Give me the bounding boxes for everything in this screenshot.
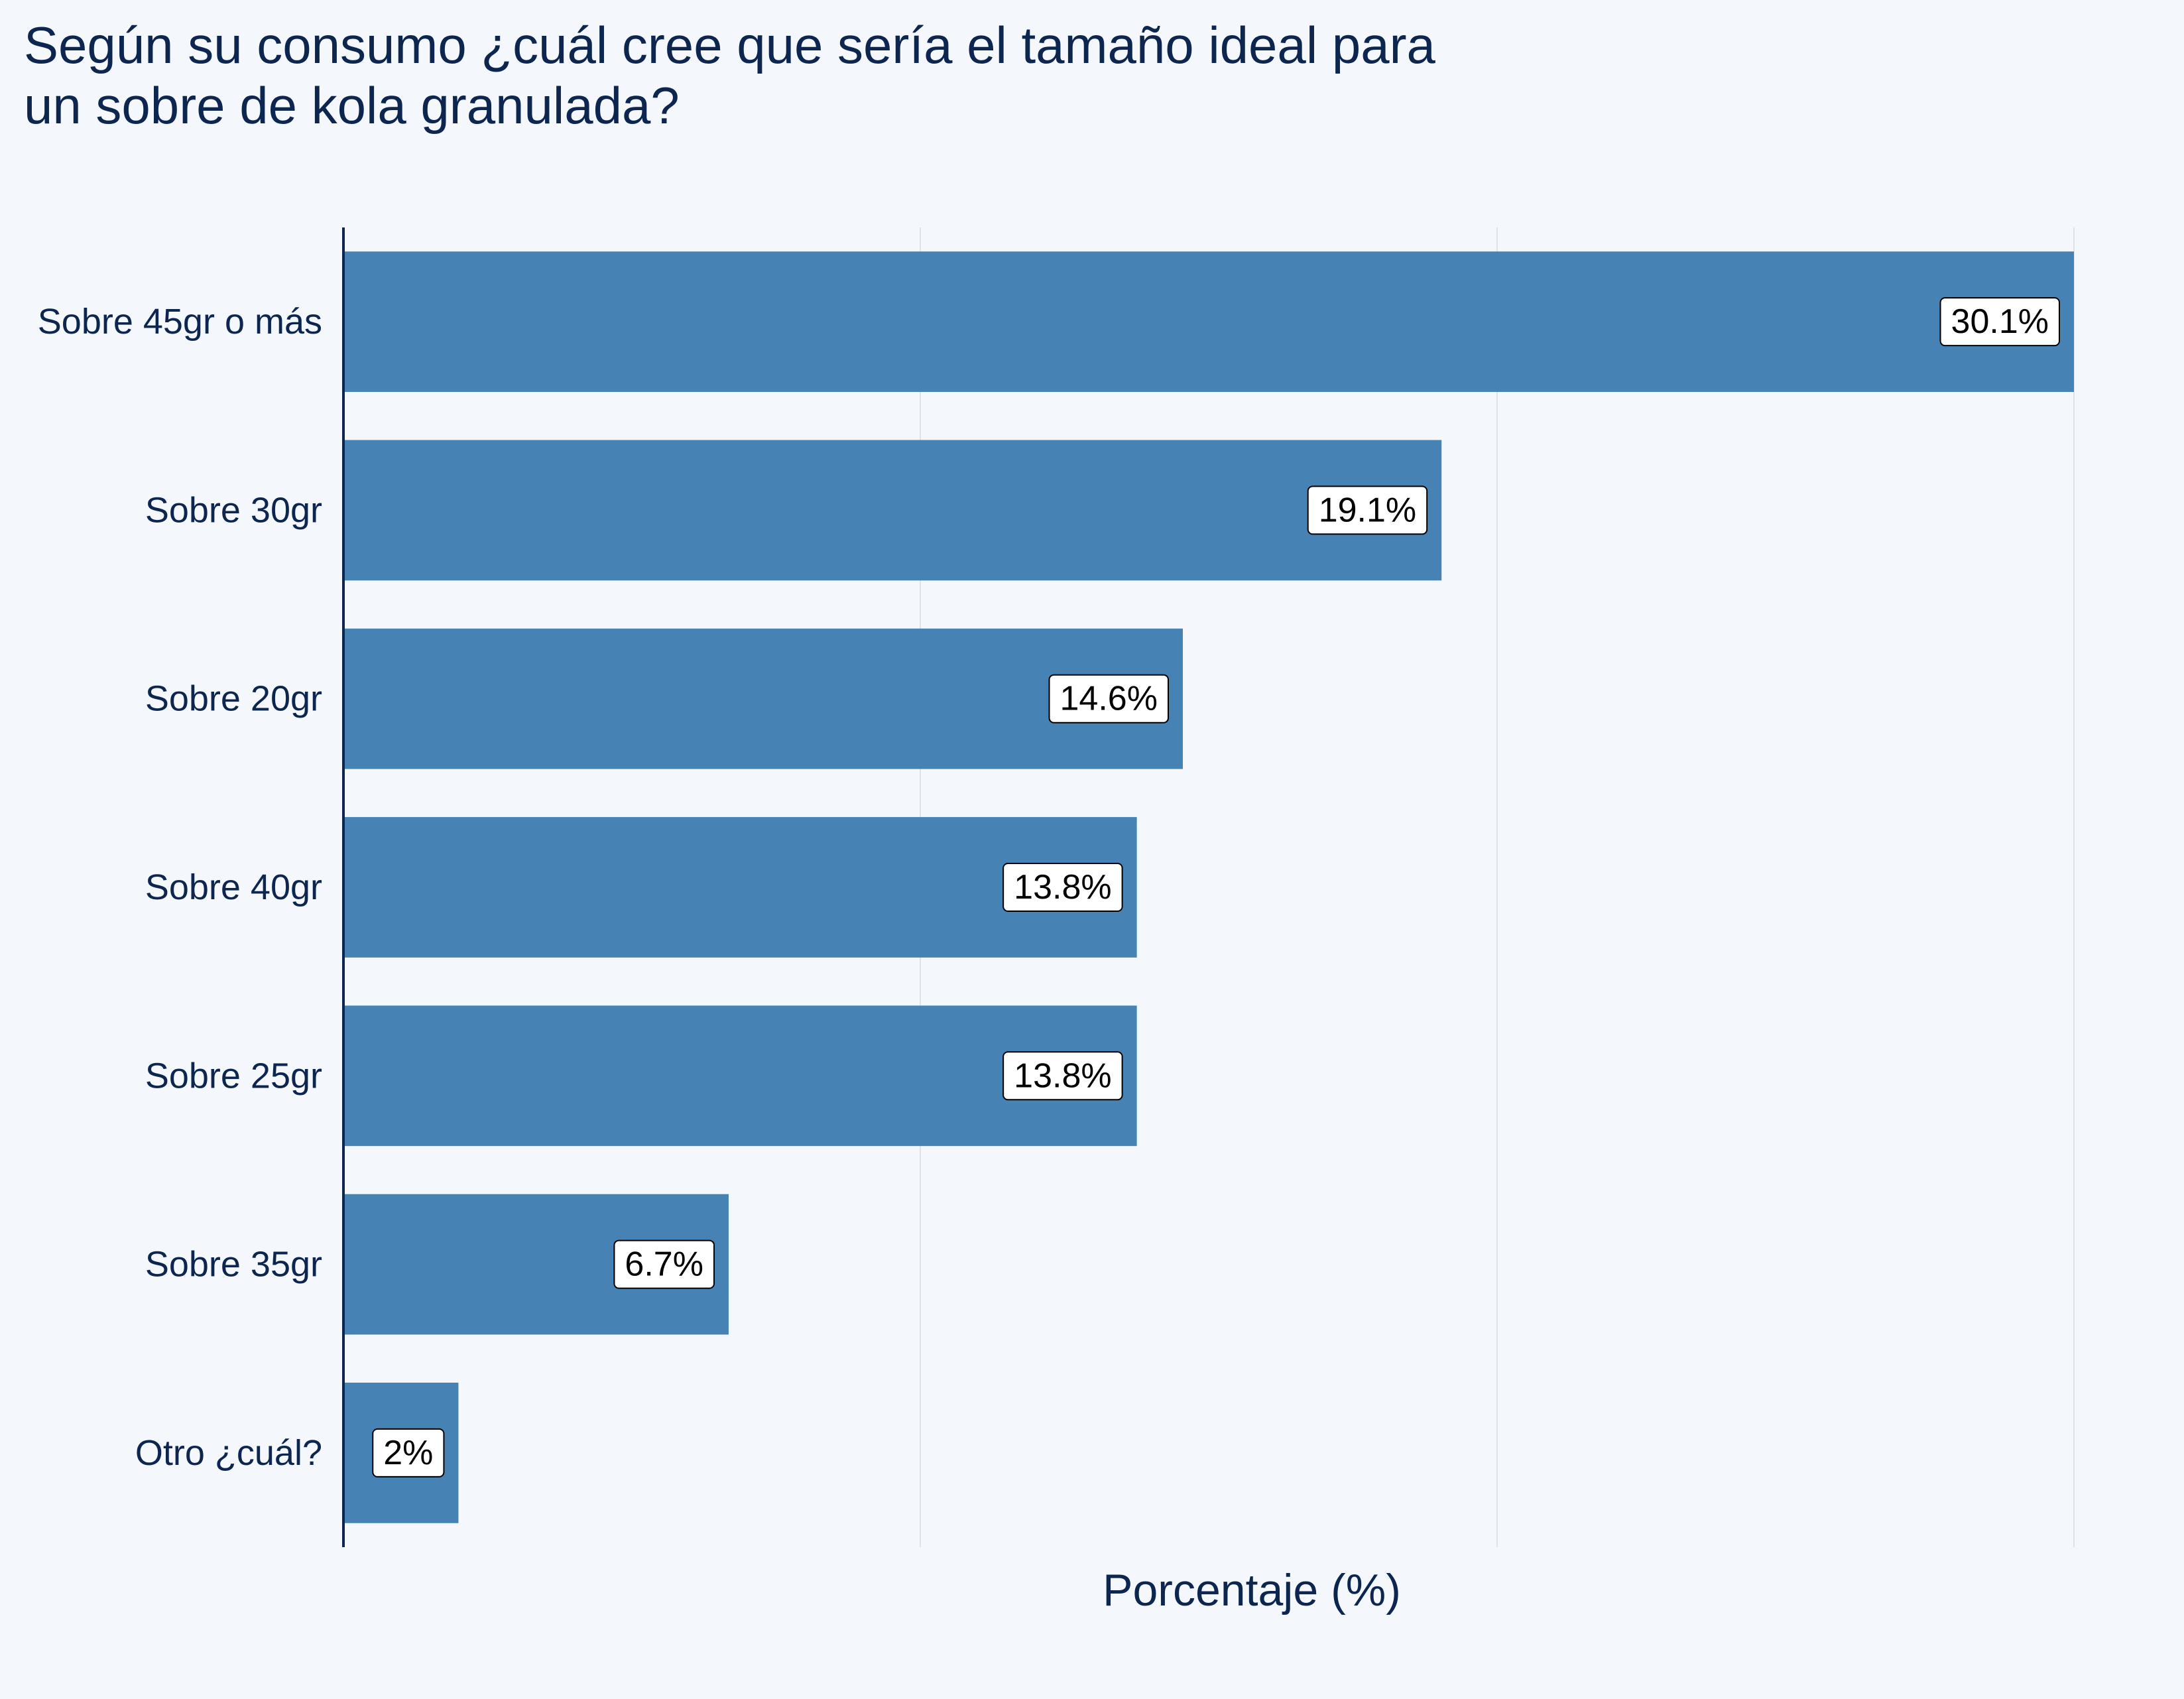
value-label: 13.8% [1014, 1056, 1111, 1095]
bar [343, 440, 1442, 581]
category-label: Sobre 40gr [145, 867, 322, 907]
bars [343, 251, 2074, 1523]
value-label-group: 13.8% [1002, 1051, 1123, 1101]
category-label: Sobre 35gr [145, 1245, 322, 1285]
value-label-group: 30.1% [1939, 297, 2060, 347]
value-label: 30.1% [1951, 302, 2049, 341]
value-label-box [372, 1428, 445, 1478]
value-label-box [1002, 863, 1123, 912]
category-label: Sobre 25gr [145, 1056, 322, 1096]
category-label: Otro ¿cuál? [135, 1433, 322, 1473]
value-label-box [1307, 485, 1428, 535]
value-label-box [1048, 674, 1169, 724]
value-label: 19.1% [1319, 491, 1416, 529]
value-label: 14.6% [1060, 680, 1158, 718]
chart-title-line-2: un sobre de kola granulada? [24, 76, 680, 135]
value-label-box [613, 1239, 715, 1289]
value-label-box [1002, 1051, 1123, 1101]
value-label-group: 2% [372, 1428, 445, 1478]
value-labels: 30.1% 19.1% 14.6% 13.8% 13.8% 6.7% 2% [372, 297, 2060, 1478]
bar [343, 251, 2074, 393]
category-label: Sobre 30gr [145, 490, 322, 530]
value-label: 2% [383, 1434, 433, 1472]
category-label: Sobre 45gr o más [38, 302, 322, 342]
x-axis-title: Porcentaje (%) [1103, 1565, 1401, 1615]
chart-title: Según su consumo ¿cuál cree que sería el… [24, 16, 1436, 135]
value-label-group: 13.8% [1002, 863, 1123, 912]
bar [343, 628, 1183, 769]
category-label: Sobre 20gr [145, 679, 322, 719]
value-label-group: 6.7% [613, 1239, 715, 1289]
value-label-box [1939, 297, 2060, 347]
category-labels: Sobre 45gr o más Sobre 30gr Sobre 20gr Sobr… [38, 302, 322, 1473]
value-label: 6.7% [625, 1245, 703, 1284]
value-label-group: 14.6% [1048, 674, 1169, 724]
chart-title-line-1: Según su consumo ¿cuál cree que sería el… [24, 16, 1436, 74]
value-label-group: 19.1% [1307, 485, 1428, 535]
value-label: 13.8% [1014, 868, 1111, 907]
